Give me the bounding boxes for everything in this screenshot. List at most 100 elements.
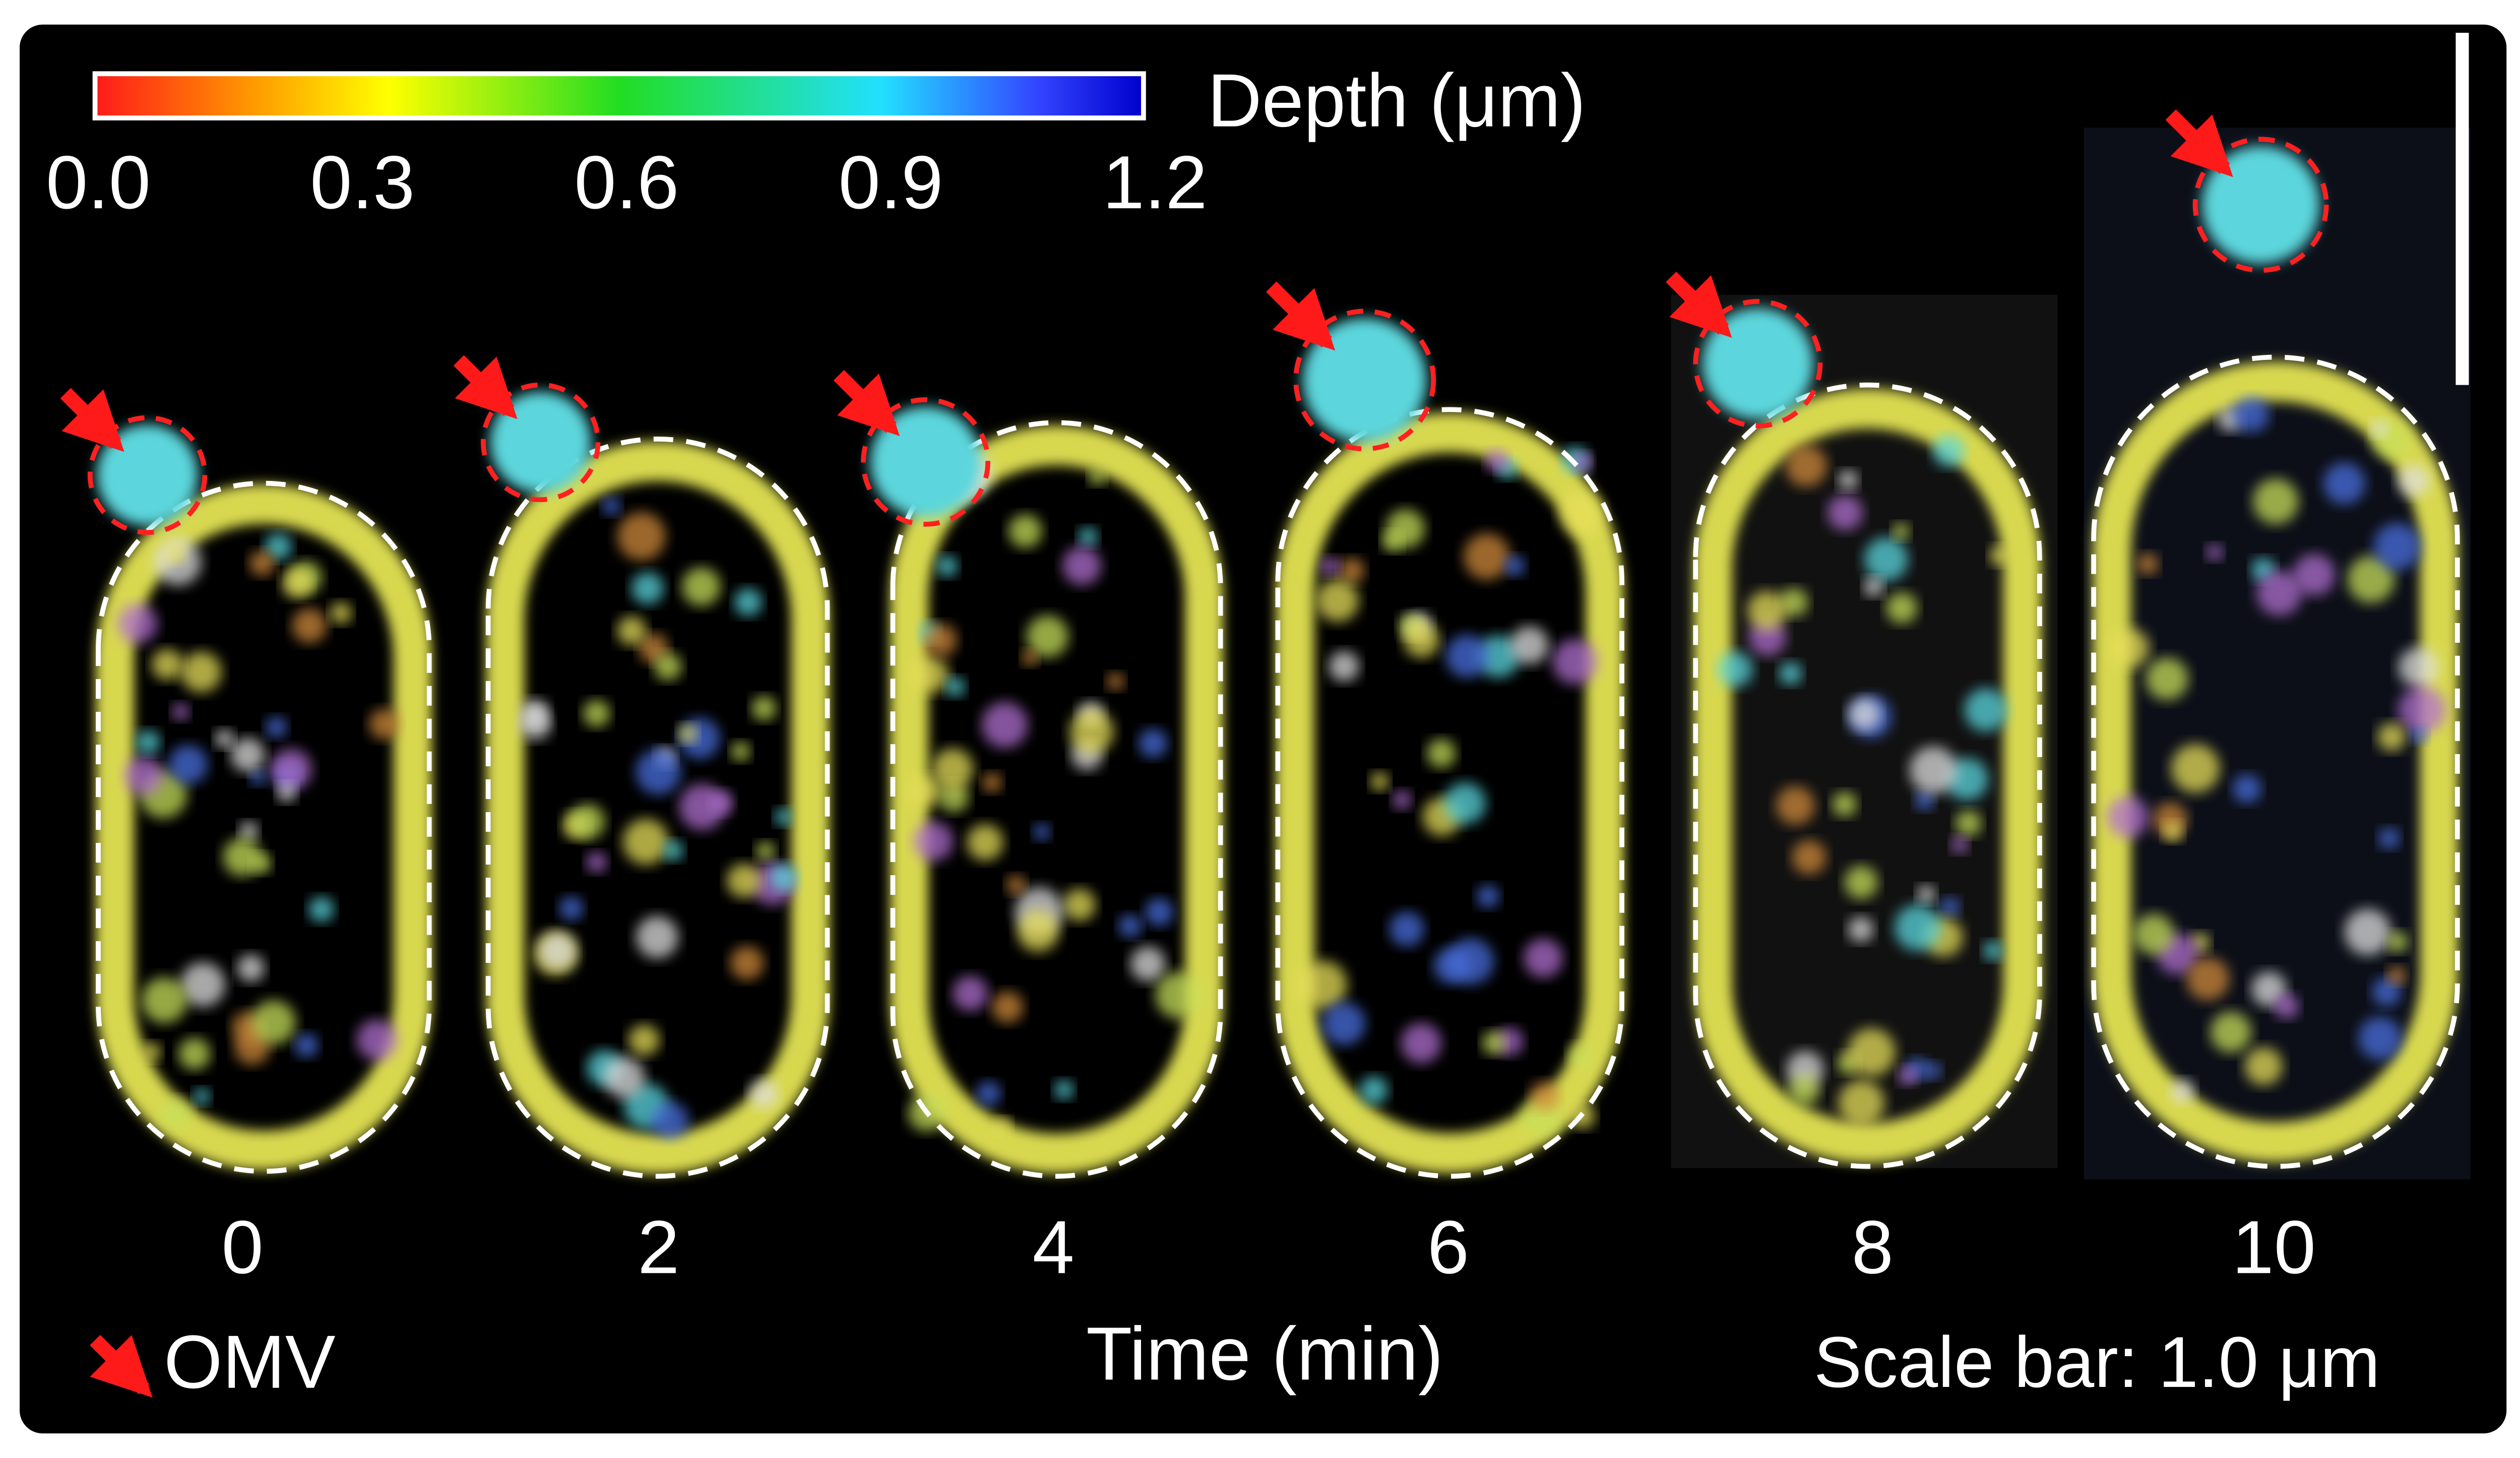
- cell-blob: [730, 946, 764, 980]
- cell-blob: [1956, 810, 1982, 836]
- cell-blob: [1298, 960, 1347, 1010]
- cell-blob: [2347, 556, 2395, 603]
- cell-blob: [2387, 931, 2408, 953]
- cell-blob: [1320, 557, 1340, 577]
- cell-blob: [1504, 555, 1525, 576]
- cell-blob: [1382, 531, 1403, 552]
- cell-blob: [282, 568, 311, 598]
- cell-blob: [1444, 782, 1486, 824]
- cell-blob: [726, 863, 761, 898]
- cell-blob: [178, 1038, 211, 1070]
- cell-blob: [602, 496, 621, 515]
- cell-blob: [1552, 639, 1598, 685]
- cell-blob: [1827, 495, 1863, 530]
- cell-blob: [2344, 908, 2391, 955]
- cell-blob: [2358, 1016, 2402, 1060]
- cell-blob: [1989, 545, 2010, 566]
- cell-blob: [770, 864, 798, 891]
- cell-blob: [1792, 840, 1826, 875]
- omv-outline: [481, 382, 601, 502]
- colorbar: [92, 71, 1146, 120]
- cell-blob: [249, 768, 267, 785]
- cell-blob: [2133, 914, 2174, 955]
- cell-outline: [2091, 354, 2460, 1169]
- cell-blob: [1864, 537, 1908, 581]
- cell-blob: [117, 603, 158, 643]
- cell-blob: [1089, 468, 1106, 485]
- cell-blob: [521, 699, 549, 727]
- cell-blob: [1886, 592, 1917, 624]
- cell-blob: [180, 962, 225, 1007]
- cell-blob: [1568, 1044, 1593, 1068]
- cell: [1666, 271, 2042, 1169]
- legend-label: OMV: [164, 1320, 336, 1404]
- time-label: 2: [638, 1205, 679, 1289]
- omv-outline: [87, 415, 208, 535]
- cell-blob: [910, 775, 941, 807]
- cell-blob: [2206, 544, 2223, 561]
- cell-blob: [775, 808, 792, 826]
- cell-blob: [734, 588, 762, 616]
- cell-blob: [1389, 912, 1424, 947]
- cell-blob: [603, 1057, 645, 1099]
- cell-blob: [1054, 1080, 1074, 1100]
- cell-blob: [617, 616, 647, 646]
- cell-blob: [1485, 449, 1509, 472]
- cell-blob: [570, 804, 605, 839]
- cell-blob: [991, 991, 1024, 1023]
- cell-membrane: [486, 441, 830, 1174]
- time-label: 0: [221, 1205, 263, 1289]
- cell-blob: [682, 567, 721, 606]
- omv-arrow: [833, 370, 900, 436]
- cell-blob: [2387, 966, 2406, 985]
- cell-blob: [1983, 941, 2003, 961]
- cell-blob: [330, 602, 352, 624]
- cell-blob: [976, 1081, 1001, 1106]
- cell-blob: [194, 1088, 210, 1105]
- cell-blob: [1403, 622, 1439, 658]
- cell-blob: [1776, 786, 1815, 825]
- cell-blob: [1464, 533, 1510, 580]
- cell-blob: [731, 742, 750, 761]
- cell-blob: [1898, 1066, 1917, 1085]
- cell-blob: [2210, 1011, 2251, 1053]
- cell-blob: [265, 533, 292, 561]
- cell-blob: [1510, 626, 1549, 664]
- cell-blob: [168, 745, 208, 784]
- cell-blob: [1360, 1076, 1388, 1105]
- cell-blob: [251, 1000, 296, 1045]
- cell-blob: [1894, 904, 1941, 951]
- cell-blob: [2256, 570, 2302, 616]
- cell-blob: [583, 700, 610, 727]
- cell-blob: [151, 649, 183, 680]
- cell: [2091, 109, 2460, 1169]
- cell-blob: [938, 782, 969, 812]
- axis-label: Time (min): [1086, 1312, 1443, 1396]
- cell-blob: [249, 550, 275, 576]
- cell-blob: [945, 677, 965, 697]
- cell-blob: [1445, 634, 1489, 678]
- cell-blob: [2146, 657, 2188, 700]
- cell-blob: [982, 772, 1002, 793]
- cell-blob: [2233, 396, 2269, 433]
- cell-blob: [1848, 917, 1874, 942]
- cell-blob: [636, 749, 681, 795]
- cell-blob: [1477, 635, 1520, 678]
- cell-blob: [1130, 946, 1166, 982]
- scale-bar-label: Scale bar: 1.0 μm: [1814, 1322, 2380, 1403]
- omv-arrow: [1666, 271, 1732, 338]
- omv-outline: [861, 397, 990, 527]
- cell-blob: [2244, 1047, 2283, 1085]
- cell-blob: [628, 1024, 660, 1056]
- cell-blob: [294, 1033, 319, 1058]
- cell-blob: [1785, 445, 1827, 487]
- cell-blob: [141, 977, 187, 1023]
- cell-blob: [749, 1079, 778, 1109]
- cell-blob: [2110, 628, 2150, 668]
- cell-blob: [924, 624, 957, 656]
- time-label: 8: [1852, 1205, 1894, 1289]
- cell-blob: [651, 1102, 689, 1139]
- cell-blob: [1530, 1081, 1560, 1111]
- cell-blob: [2373, 523, 2421, 570]
- cell-blob: [1427, 739, 1456, 768]
